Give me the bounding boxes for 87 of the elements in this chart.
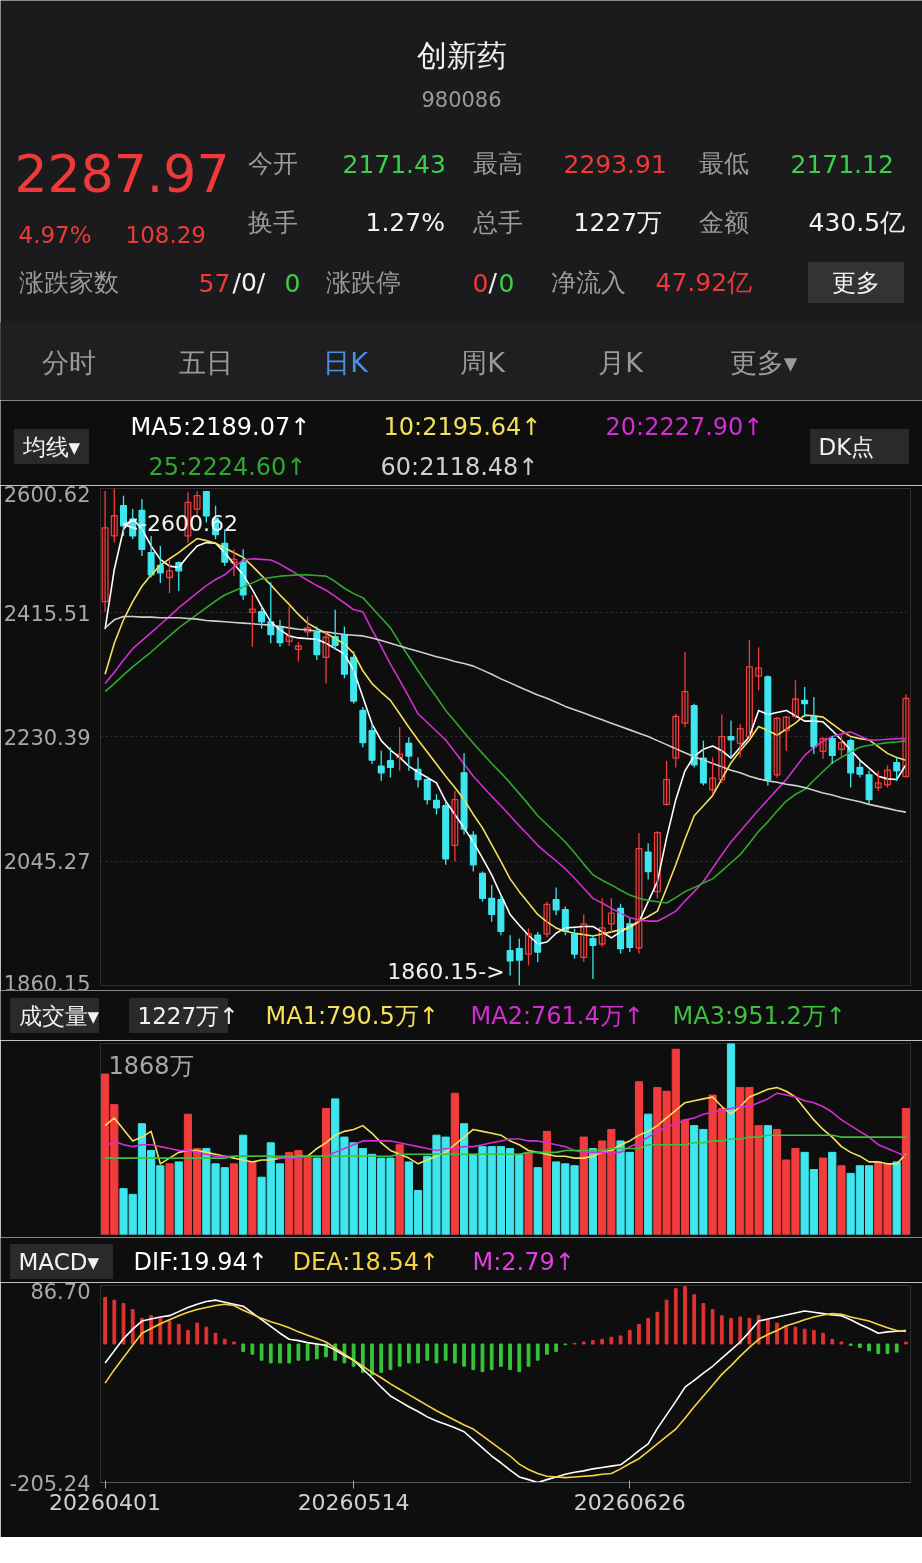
candlestick	[755, 646, 763, 691]
text: 980086	[421, 87, 502, 112]
text: 10:2195.64↑	[383, 412, 542, 441]
text: 0	[472, 268, 489, 298]
text: 47.92亿	[655, 268, 753, 297]
bar	[644, 1113, 653, 1235]
chart-title: 均线▾	[21, 433, 81, 460]
bar	[312, 1157, 321, 1235]
text: 430.5亿	[808, 208, 906, 237]
bar	[321, 1107, 331, 1235]
chart-title: MACD▾	[18, 1248, 100, 1275]
bar	[229, 1163, 239, 1235]
text: 最高	[472, 149, 523, 178]
bar	[634, 1081, 644, 1235]
y-tick-label: 2415.51	[3, 601, 91, 626]
bar	[588, 1148, 598, 1235]
text: 2171.12	[790, 149, 894, 179]
y-tick-label: 2045.27	[3, 850, 91, 875]
text: 20:2227.90↑	[605, 412, 764, 441]
text: 月K	[598, 347, 645, 378]
annotation: 1868万	[108, 1051, 194, 1080]
bar	[533, 1167, 542, 1235]
text: 净流入	[550, 268, 626, 297]
bar	[395, 1144, 404, 1235]
text: 1227万	[573, 208, 663, 237]
text: 更多▾	[729, 347, 798, 378]
bar	[726, 1043, 736, 1235]
bar	[174, 1161, 183, 1235]
bar	[763, 1125, 772, 1235]
bar	[828, 1151, 837, 1235]
text: 周K	[460, 347, 507, 378]
text: 更多	[831, 268, 880, 297]
y-tick-label: 2230.39	[3, 726, 91, 750]
bar	[239, 1134, 248, 1235]
text: 0	[498, 268, 515, 298]
bar	[837, 1165, 846, 1235]
bar	[248, 1161, 257, 1235]
candlestick	[294, 641, 302, 663]
text: 108.29	[125, 222, 206, 248]
chart-title: 成交量▾	[18, 1002, 100, 1029]
bar	[901, 1107, 910, 1235]
x-tick-label: 20260626	[573, 1489, 686, 1515]
text: 最低	[698, 149, 749, 178]
x-tick-label: 20260514	[297, 1489, 410, 1515]
y-tick-label: 86.70	[30, 1279, 91, 1304]
text: MA1:790.5万↑	[265, 1001, 439, 1030]
text: 2171.43	[342, 149, 446, 179]
text: 五日	[178, 347, 233, 378]
text: 2293.91	[563, 149, 667, 179]
text: MA5:2189.07↑	[130, 412, 311, 441]
text: 1227万↑	[137, 1002, 239, 1029]
text: 分时	[41, 347, 96, 378]
text: 金额	[698, 208, 749, 237]
text: 1.27%	[365, 208, 445, 237]
text: 涨跌家数	[18, 268, 119, 297]
text: MA2:761.4万↑	[470, 1001, 644, 1030]
text: M:2.79↑	[472, 1247, 575, 1276]
y-tick-label: 1860.15	[3, 971, 91, 996]
text: MA3:951.2万↑	[672, 1001, 846, 1030]
text: 涨跌停	[325, 268, 401, 297]
text: 日K	[323, 347, 370, 378]
text: DK点	[818, 433, 875, 460]
text: 0	[284, 268, 301, 298]
bar	[165, 1163, 174, 1235]
text: 4.97%	[18, 221, 92, 248]
bar	[542, 1130, 552, 1235]
text: 2287.97	[14, 143, 230, 204]
text: 总手	[471, 208, 523, 237]
text: 60:2118.48↑	[380, 452, 539, 481]
text: /0/	[232, 268, 266, 297]
bar	[579, 1136, 588, 1235]
bar	[450, 1092, 459, 1235]
text: 创新药	[416, 38, 507, 73]
text: DEA:18.54↑	[292, 1247, 440, 1276]
bar	[892, 1161, 901, 1235]
text: 57	[198, 268, 231, 298]
candlestick	[607, 897, 615, 933]
bar	[818, 1157, 828, 1235]
text: 今开	[247, 149, 298, 178]
candlestick	[248, 594, 256, 648]
y-tick-label: 2600.62	[3, 482, 91, 507]
annotation: 1860.15->	[387, 958, 505, 984]
text: 25:2224.60↑	[148, 452, 307, 481]
series-label: DIF:19.94↑	[133, 1247, 268, 1276]
text: 换手	[247, 208, 298, 237]
bar	[524, 1151, 533, 1235]
text: /	[488, 268, 498, 297]
